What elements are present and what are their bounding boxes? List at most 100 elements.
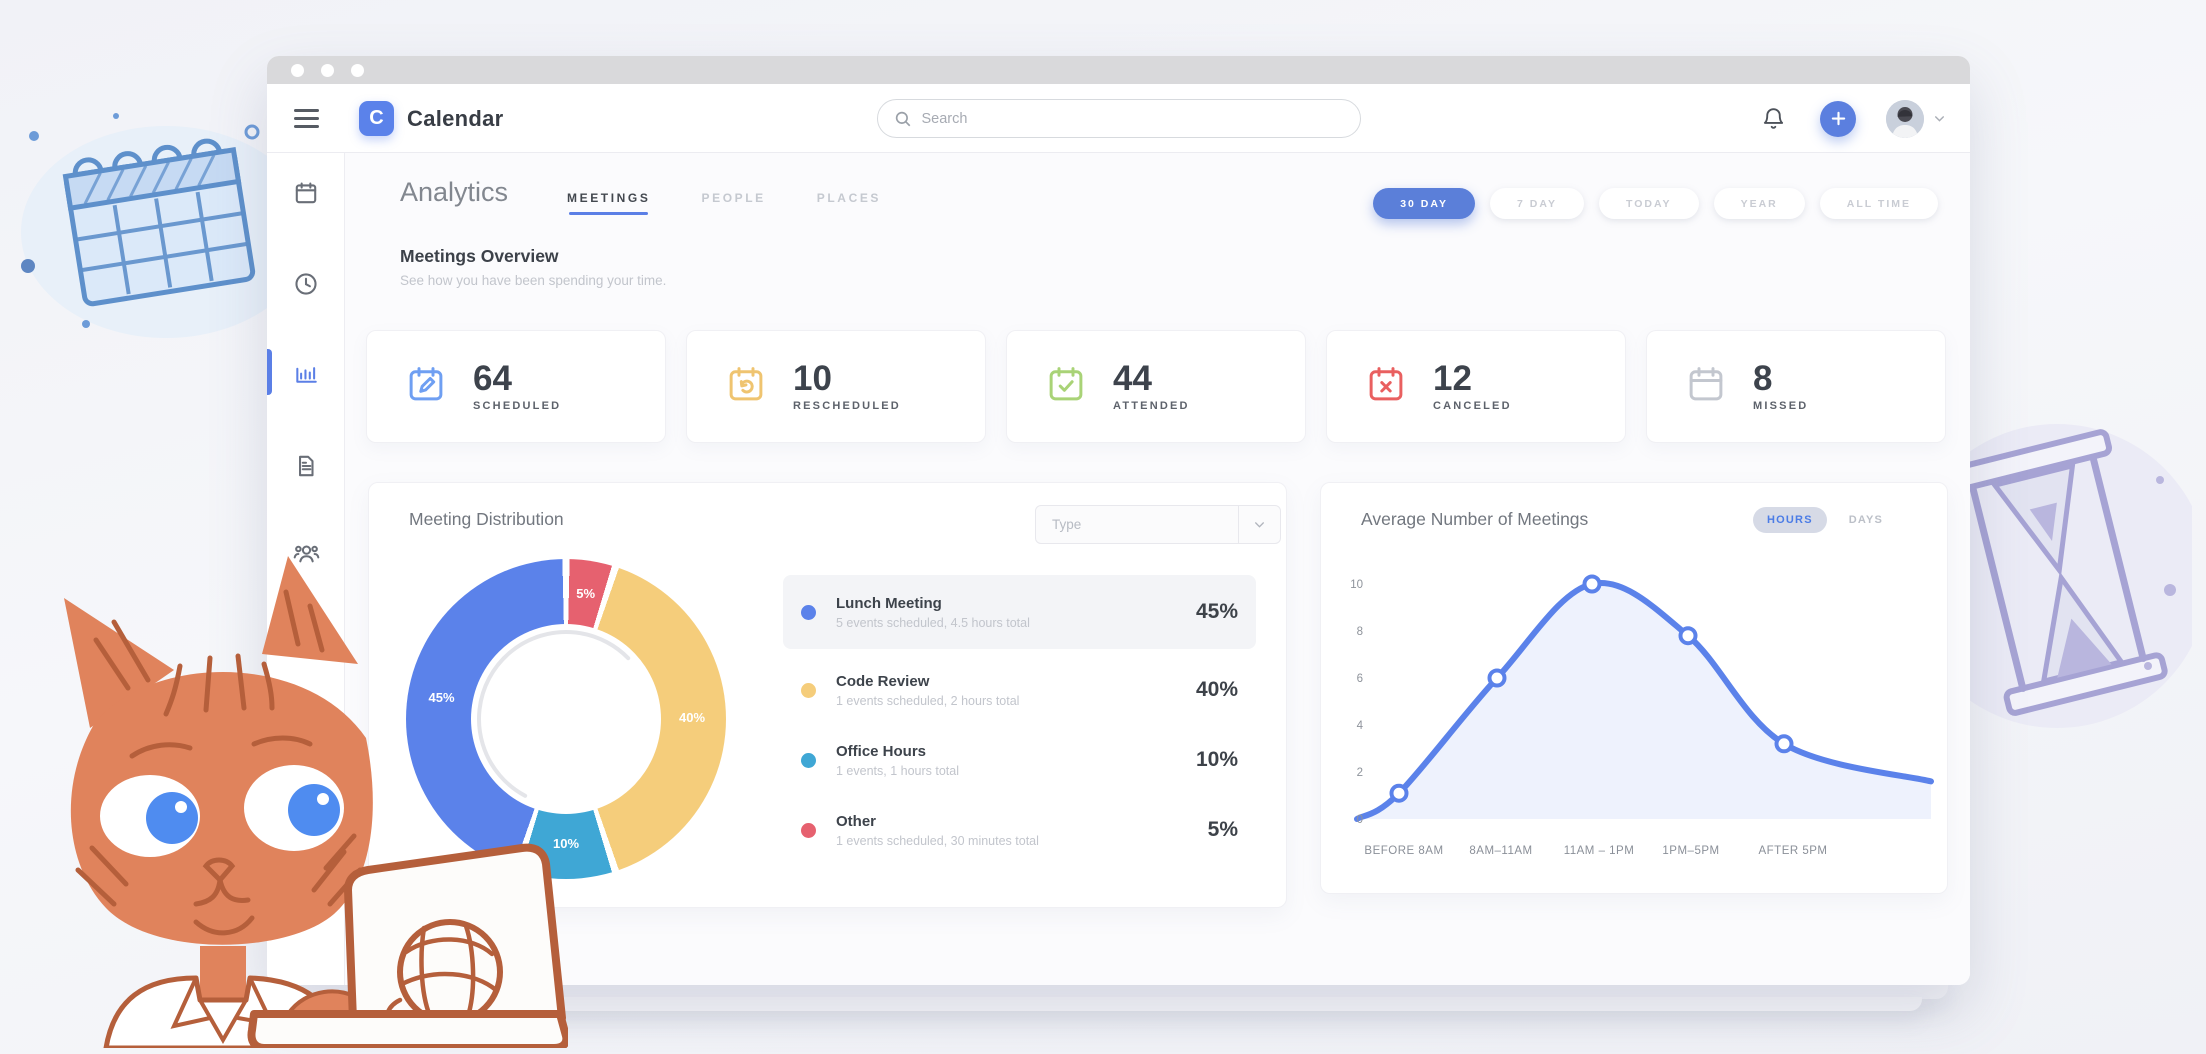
- users-icon: [293, 545, 319, 562]
- window-stack-sheet: [289, 983, 1948, 999]
- chevron-down-icon[interactable]: [1933, 112, 1946, 125]
- calendar-x-icon: [1365, 363, 1407, 410]
- type-dropdown[interactable]: Type: [1035, 505, 1281, 544]
- legend-percent: 40%: [1195, 678, 1238, 701]
- donut-inner-arc: [477, 630, 655, 808]
- main-content: Analytics MEETINGS PEOPLE PLACES 30 DAY …: [346, 153, 1970, 985]
- add-button[interactable]: [1820, 100, 1856, 137]
- legend-item-code-review[interactable]: Code Review 1 events scheduled, 2 hours …: [783, 659, 1256, 721]
- y-axis-tick: 2: [1357, 767, 1363, 779]
- sidebar-item-history[interactable]: [267, 264, 345, 304]
- tab-places[interactable]: PLACES: [816, 191, 882, 205]
- donut-hole: [471, 624, 661, 814]
- stat-card-rescheduled: 10 RESCHEDULED: [686, 330, 986, 443]
- bar-chart-icon: [296, 367, 317, 383]
- window-control-dot[interactable]: [351, 63, 364, 77]
- legend-label: Lunch Meeting: [836, 594, 942, 612]
- window-control-dot[interactable]: [321, 63, 334, 77]
- x-axis-label: AFTER 5PM: [1758, 845, 1827, 857]
- card-title: Meeting Distribution: [409, 509, 564, 529]
- filter-30-day[interactable]: 30 DAY: [1373, 188, 1475, 219]
- legend-percent: 5%: [1207, 818, 1238, 841]
- legend-label: Office Hours: [836, 742, 927, 760]
- x-axis-label: 8AM–11AM: [1469, 845, 1532, 857]
- stat-label: RESCHEDULED: [793, 400, 901, 413]
- average-meetings-line-chart: 0 2 4 6 8 10 BEFORE 8AM 8AM–11AM 11AM – 1PM 1PM–5…: [1350, 574, 1934, 857]
- avatar[interactable]: [1886, 99, 1924, 138]
- sidebar-item-reports[interactable]: [267, 446, 345, 486]
- cat-illustration: [64, 556, 568, 1048]
- window-control-dot[interactable]: [291, 63, 304, 77]
- donut-slice-label: 10%: [552, 836, 580, 851]
- data-point-marker: [1774, 734, 1794, 754]
- legend-dot: [801, 822, 816, 838]
- stat-value: 12: [1433, 358, 1472, 398]
- legend-item-other[interactable]: Other 1 events scheduled, 30 minutes tot…: [783, 799, 1256, 861]
- calendar-blank-icon: [1685, 363, 1727, 410]
- menu-icon[interactable]: [267, 84, 345, 153]
- stat-label: ATTENDED: [1113, 400, 1190, 413]
- legend-label: Other: [836, 812, 877, 830]
- clock-icon: [295, 273, 317, 295]
- filter-all-time[interactable]: ALL TIME: [1819, 188, 1938, 219]
- app-logo[interactable]: C Calendar: [359, 84, 504, 153]
- search-input[interactable]: [921, 110, 1344, 127]
- sidebar-item-analytics[interactable]: [267, 352, 345, 392]
- average-meetings-card: Average Number of Meetings HOURS DAYS 0 2…: [1320, 482, 1948, 894]
- legend-item-office-hours[interactable]: Office Hours 1 events, 1 hours total 10%: [783, 729, 1256, 791]
- search-icon: [895, 111, 910, 126]
- donut-slice-label: 45%: [428, 690, 455, 706]
- calendar-check-icon: [1045, 363, 1087, 410]
- toggle-days[interactable]: DAYS: [1848, 514, 1884, 526]
- window-titlebar: [267, 56, 1970, 84]
- type-dropdown-value: Type: [1052, 517, 1082, 532]
- sidebar-item-calendar[interactable]: [267, 173, 345, 213]
- app-window: C Calendar: [267, 56, 1970, 985]
- legend-percent: 10%: [1195, 748, 1238, 771]
- hourglass-doodle-illustration: [1942, 424, 2192, 728]
- search-box[interactable]: [876, 99, 1361, 138]
- x-axis-label: BEFORE 8AM: [1364, 845, 1443, 857]
- stat-card-missed: 8 MISSED: [1646, 330, 1946, 443]
- stat-label: MISSED: [1753, 400, 1809, 413]
- stat-card-canceled: 12 CANCELED: [1326, 330, 1626, 443]
- chevron-down-icon: [1238, 506, 1280, 543]
- stat-value: 8: [1753, 358, 1773, 398]
- logo-text: Calendar: [407, 105, 504, 131]
- legend-detail: 1 events scheduled, 30 minutes total: [836, 833, 1039, 848]
- data-point-marker: [1678, 626, 1698, 646]
- filter-year[interactable]: YEAR: [1713, 188, 1805, 219]
- filter-7-day[interactable]: 7 DAY: [1490, 188, 1584, 219]
- plus-icon: [1831, 111, 1845, 126]
- filter-today[interactable]: TODAY: [1598, 188, 1699, 219]
- stat-value: 44: [1113, 358, 1152, 398]
- legend-item-lunch-meeting[interactable]: Lunch Meeting 5 events scheduled, 4.5 ho…: [783, 575, 1256, 649]
- card-title: Average Number of Meetings: [1361, 509, 1589, 529]
- section-title: Meetings Overview: [400, 246, 559, 266]
- legend-detail: 1 events scheduled, 2 hours total: [836, 693, 1020, 708]
- donut-slice-label: 5%: [576, 585, 596, 601]
- legend-percent: 45%: [1195, 600, 1238, 623]
- toggle-hours[interactable]: HOURS: [1753, 507, 1827, 533]
- document-icon: [299, 455, 314, 477]
- y-axis-tick: 10: [1350, 579, 1363, 591]
- x-axis-label: 1PM–5PM: [1662, 845, 1719, 857]
- calendar-doodle-illustration: [21, 113, 284, 338]
- meeting-distribution-card: Meeting Distribution Type 5% 40% 10% 45%: [368, 482, 1287, 908]
- logo-icon: C: [359, 101, 394, 136]
- tab-people[interactable]: PEOPLE: [701, 191, 766, 205]
- active-nav-indicator: [267, 349, 272, 395]
- bell-icon[interactable]: [1761, 106, 1786, 131]
- stats-row: 64 SCHEDULED 10 RESCHEDULED: [366, 330, 1950, 443]
- legend-label: Code Review: [836, 672, 930, 690]
- hours-days-toggle: HOURS DAYS: [1753, 507, 1883, 533]
- y-axis-tick: 6: [1357, 673, 1363, 685]
- time-filters: 30 DAY 7 DAY TODAY YEAR ALL TIME: [1373, 188, 1938, 219]
- stat-label: CANCELED: [1433, 400, 1512, 413]
- meeting-distribution-donut-chart[interactable]: 5% 40% 10% 45%: [406, 559, 726, 879]
- y-axis-tick: 8: [1357, 626, 1363, 638]
- tabs: MEETINGS PEOPLE PLACES: [567, 191, 881, 215]
- sidebar-item-people[interactable]: [267, 533, 345, 573]
- stat-value: 64: [473, 358, 512, 398]
- tab-meetings[interactable]: MEETINGS: [567, 191, 650, 215]
